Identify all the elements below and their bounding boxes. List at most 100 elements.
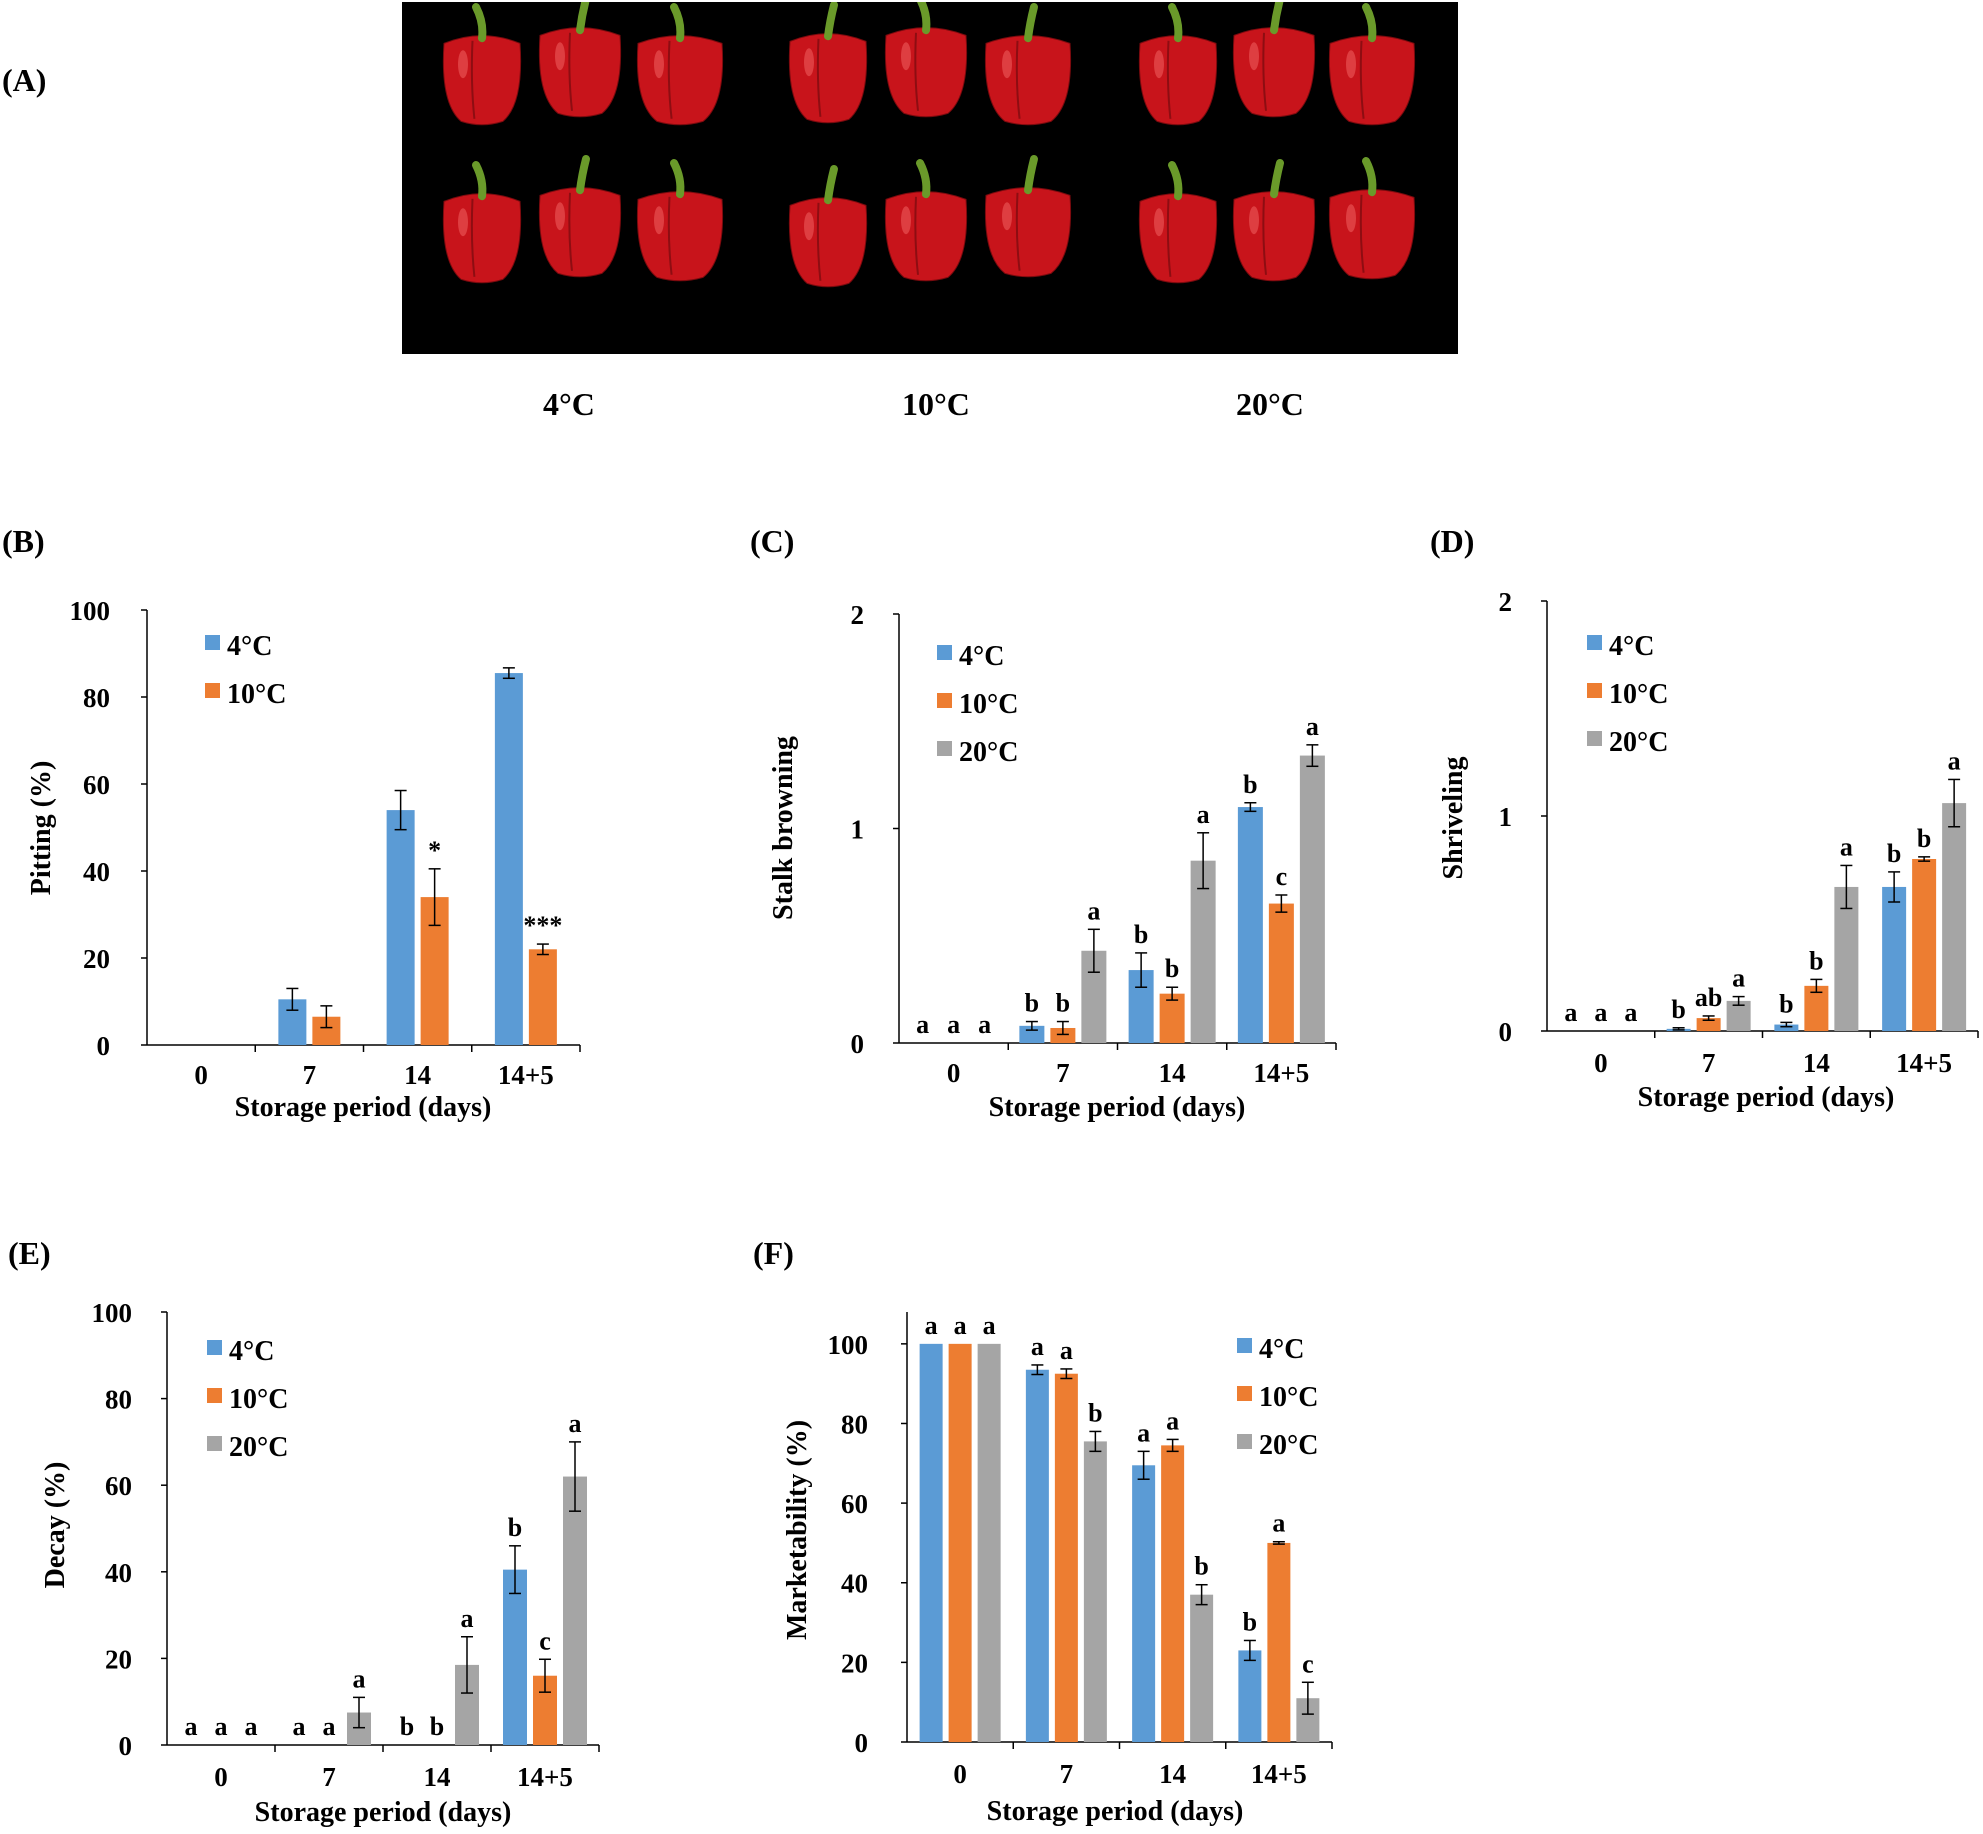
legend-swatch (1587, 731, 1602, 746)
y-tick-label: 80 (841, 1409, 868, 1439)
bar (1882, 886, 1907, 1031)
legend-swatch (937, 645, 952, 660)
pepper (1138, 161, 1218, 284)
pepper-stem (670, 3, 685, 43)
x-tick-label: 7 (322, 1762, 336, 1792)
y-tick-label: 60 (841, 1489, 868, 1519)
pepper-lobe-line (1015, 40, 1021, 119)
pepper-lobe-line (1015, 192, 1021, 271)
legend-label: 20°C (1609, 727, 1668, 758)
significance-label: a (245, 1712, 258, 1741)
pepper-stem (472, 3, 487, 43)
pepper-lobe-line (1359, 40, 1365, 119)
legend-label: 10°C (1259, 1382, 1318, 1413)
pepper-stem (824, 165, 838, 205)
legend-swatch (1587, 683, 1602, 698)
pepper-stem (1024, 155, 1038, 195)
pepper-highlight (654, 206, 664, 235)
y-tick-label: 0 (97, 1031, 111, 1061)
pepper-highlight (458, 50, 468, 79)
pepper (1328, 157, 1416, 280)
pepper-highlight (1154, 50, 1164, 79)
pepper (636, 3, 724, 126)
y-tick-label: 1 (1499, 802, 1513, 832)
y-tick-label: 0 (1499, 1017, 1513, 1047)
significance-label: b (430, 1712, 444, 1741)
y-tick-label: 60 (83, 770, 110, 800)
bar (1912, 859, 1937, 1031)
significance-label: a (1166, 1406, 1179, 1435)
y-tick-label: 100 (828, 1330, 869, 1360)
significance-label: a (1031, 1332, 1044, 1361)
panel-label: (D) (1430, 523, 1474, 559)
legend-label: 4°C (227, 631, 272, 662)
pepper-stem (1024, 3, 1038, 43)
significance-label: c (1302, 1649, 1314, 1678)
legend-label: 10°C (1609, 679, 1668, 710)
legend-swatch (937, 693, 952, 708)
pepper (984, 3, 1072, 126)
pepper-highlight (1002, 202, 1012, 231)
significance-label: b (1088, 1398, 1102, 1427)
y-axis-title: Decay (%) (40, 1462, 71, 1589)
x-tick-label: 0 (947, 1058, 961, 1088)
pepper-lobe-line (667, 40, 673, 119)
pepper-highlight (654, 50, 664, 79)
bar (1019, 1025, 1045, 1043)
bar (386, 810, 415, 1045)
bar (1834, 886, 1859, 1031)
significance-label: b (1671, 995, 1685, 1024)
bar (503, 1569, 527, 1745)
y-tick-label: 40 (105, 1558, 132, 1588)
legend-swatch (1237, 1434, 1252, 1449)
pepper-highlight (458, 208, 468, 237)
y-tick-label: 20 (83, 944, 110, 974)
significance-label: b (1165, 954, 1179, 983)
bar (1942, 803, 1967, 1031)
bar (1054, 1373, 1078, 1742)
x-axis-title: Storage period (days) (255, 1797, 512, 1828)
significance-label: a (947, 1010, 960, 1039)
x-tick-label: 0 (953, 1759, 967, 1789)
chart-b: (B) 0 20 40 60 80 100 0 7 14 * 14+5 *** 4°C 10°C Storag… (2, 523, 581, 1123)
y-tick-label: 2 (851, 600, 865, 630)
significance-label: a (353, 1664, 366, 1693)
bar (1296, 1698, 1320, 1742)
x-tick-label: 14+5 (1251, 1759, 1307, 1789)
significance-label: b (1917, 824, 1931, 853)
significance-label: ab (1695, 983, 1722, 1012)
pepper (1328, 3, 1416, 126)
significance-label: a (215, 1712, 228, 1741)
x-axis-title: Storage period (days) (989, 1092, 1246, 1123)
y-tick-label: 2 (1499, 587, 1513, 617)
pepper-stem (1362, 157, 1377, 197)
significance-label: b (1809, 946, 1823, 975)
pepper (984, 155, 1072, 278)
pepper (788, 1, 868, 124)
bar (1159, 993, 1185, 1043)
significance-label: a (1624, 998, 1637, 1027)
bar (948, 1343, 972, 1742)
pepper-highlight (1002, 50, 1012, 79)
y-axis-title: Pitting (%) (26, 761, 57, 896)
significance-label: a (1137, 1418, 1150, 1447)
legend-label: 10°C (227, 679, 286, 710)
pepper (884, 159, 968, 282)
bar (1774, 1024, 1799, 1031)
bar (563, 1476, 587, 1745)
significance-label: a (1564, 998, 1577, 1027)
pepper-stem (576, 0, 590, 35)
pepper (884, 0, 968, 118)
pepper (538, 155, 622, 278)
pepper-lobe-line (568, 192, 573, 271)
significance-label: b (508, 1513, 522, 1542)
bar (528, 949, 557, 1045)
pepper-highlight (901, 42, 911, 71)
significance-label: a (983, 1311, 996, 1340)
legend-swatch (1237, 1338, 1252, 1353)
legend-label: 4°C (1259, 1334, 1304, 1365)
significance-label: a (916, 1010, 929, 1039)
significance-label: a (1948, 746, 1961, 775)
x-tick-label: 14 (1159, 1058, 1186, 1088)
